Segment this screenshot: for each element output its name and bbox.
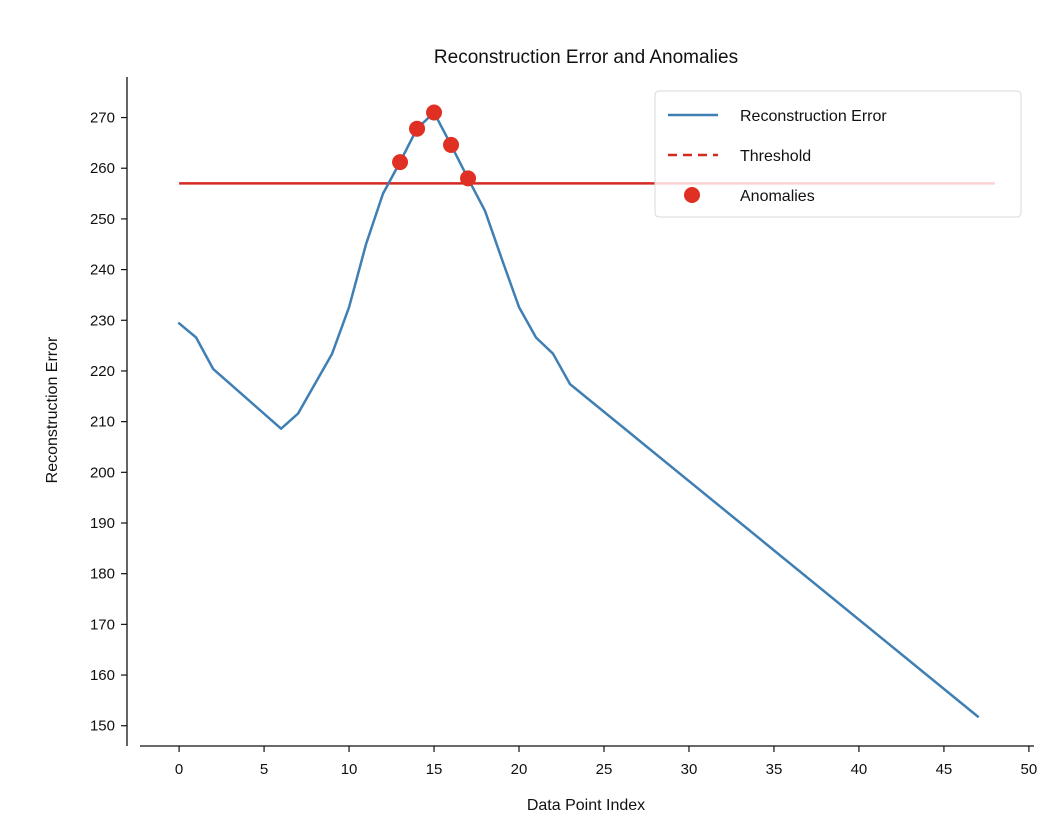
x-axis-ticks: 0 5 10 15 20 25 30 35 40 45 50	[175, 746, 1037, 778]
x-tick-label: 10	[341, 761, 358, 778]
y-tick-label: 170	[90, 616, 115, 633]
x-axis-label: Data Point Index	[527, 797, 645, 814]
x-tick-label: 50	[1021, 761, 1038, 778]
legend-label-threshold: Threshold	[740, 148, 811, 165]
y-axis-label: Reconstruction Error	[44, 336, 61, 483]
anomaly-point	[443, 136, 460, 153]
x-tick-label: 20	[511, 761, 528, 778]
x-tick-label: 15	[426, 761, 443, 778]
y-tick-label: 180	[90, 566, 115, 583]
y-tick-label: 190	[90, 515, 115, 532]
legend-label-anomalies: Anomalies	[740, 188, 815, 205]
legend: Reconstruction Error Threshold Anomalies	[654, 90, 1022, 218]
x-tick-label: 25	[596, 761, 613, 778]
y-tick-label: 230	[90, 312, 115, 329]
anomaly-point	[460, 170, 477, 187]
x-tick-label: 0	[175, 761, 183, 778]
y-tick-label: 150	[90, 718, 115, 735]
x-tick-label: 30	[681, 761, 698, 778]
legend-frame	[654, 90, 1022, 218]
anomaly-point	[409, 120, 426, 137]
axes	[126, 77, 1034, 747]
y-tick-label: 270	[90, 110, 115, 127]
anomaly-point	[426, 104, 443, 121]
anomaly-point	[392, 154, 409, 171]
y-tick-label: 200	[90, 464, 115, 481]
y-tick-label: 260	[90, 160, 115, 177]
y-tick-label: 220	[90, 363, 115, 380]
legend-label-reconstruction-error: Reconstruction Error	[740, 108, 887, 125]
x-tick-label: 45	[936, 761, 953, 778]
chart-title: Reconstruction Error and Anomalies	[434, 47, 738, 68]
y-tick-label: 210	[90, 414, 115, 431]
x-tick-label: 35	[766, 761, 783, 778]
x-tick-label: 5	[260, 761, 268, 778]
legend-anomaly-swatch	[684, 187, 700, 203]
y-tick-label: 240	[90, 262, 115, 279]
y-axis-ticks: 150 160 170 180 190 200 210 220 230 240 250 260 270	[90, 110, 127, 735]
x-tick-label: 40	[851, 761, 868, 778]
y-tick-label: 250	[90, 211, 115, 228]
y-tick-label: 160	[90, 667, 115, 684]
